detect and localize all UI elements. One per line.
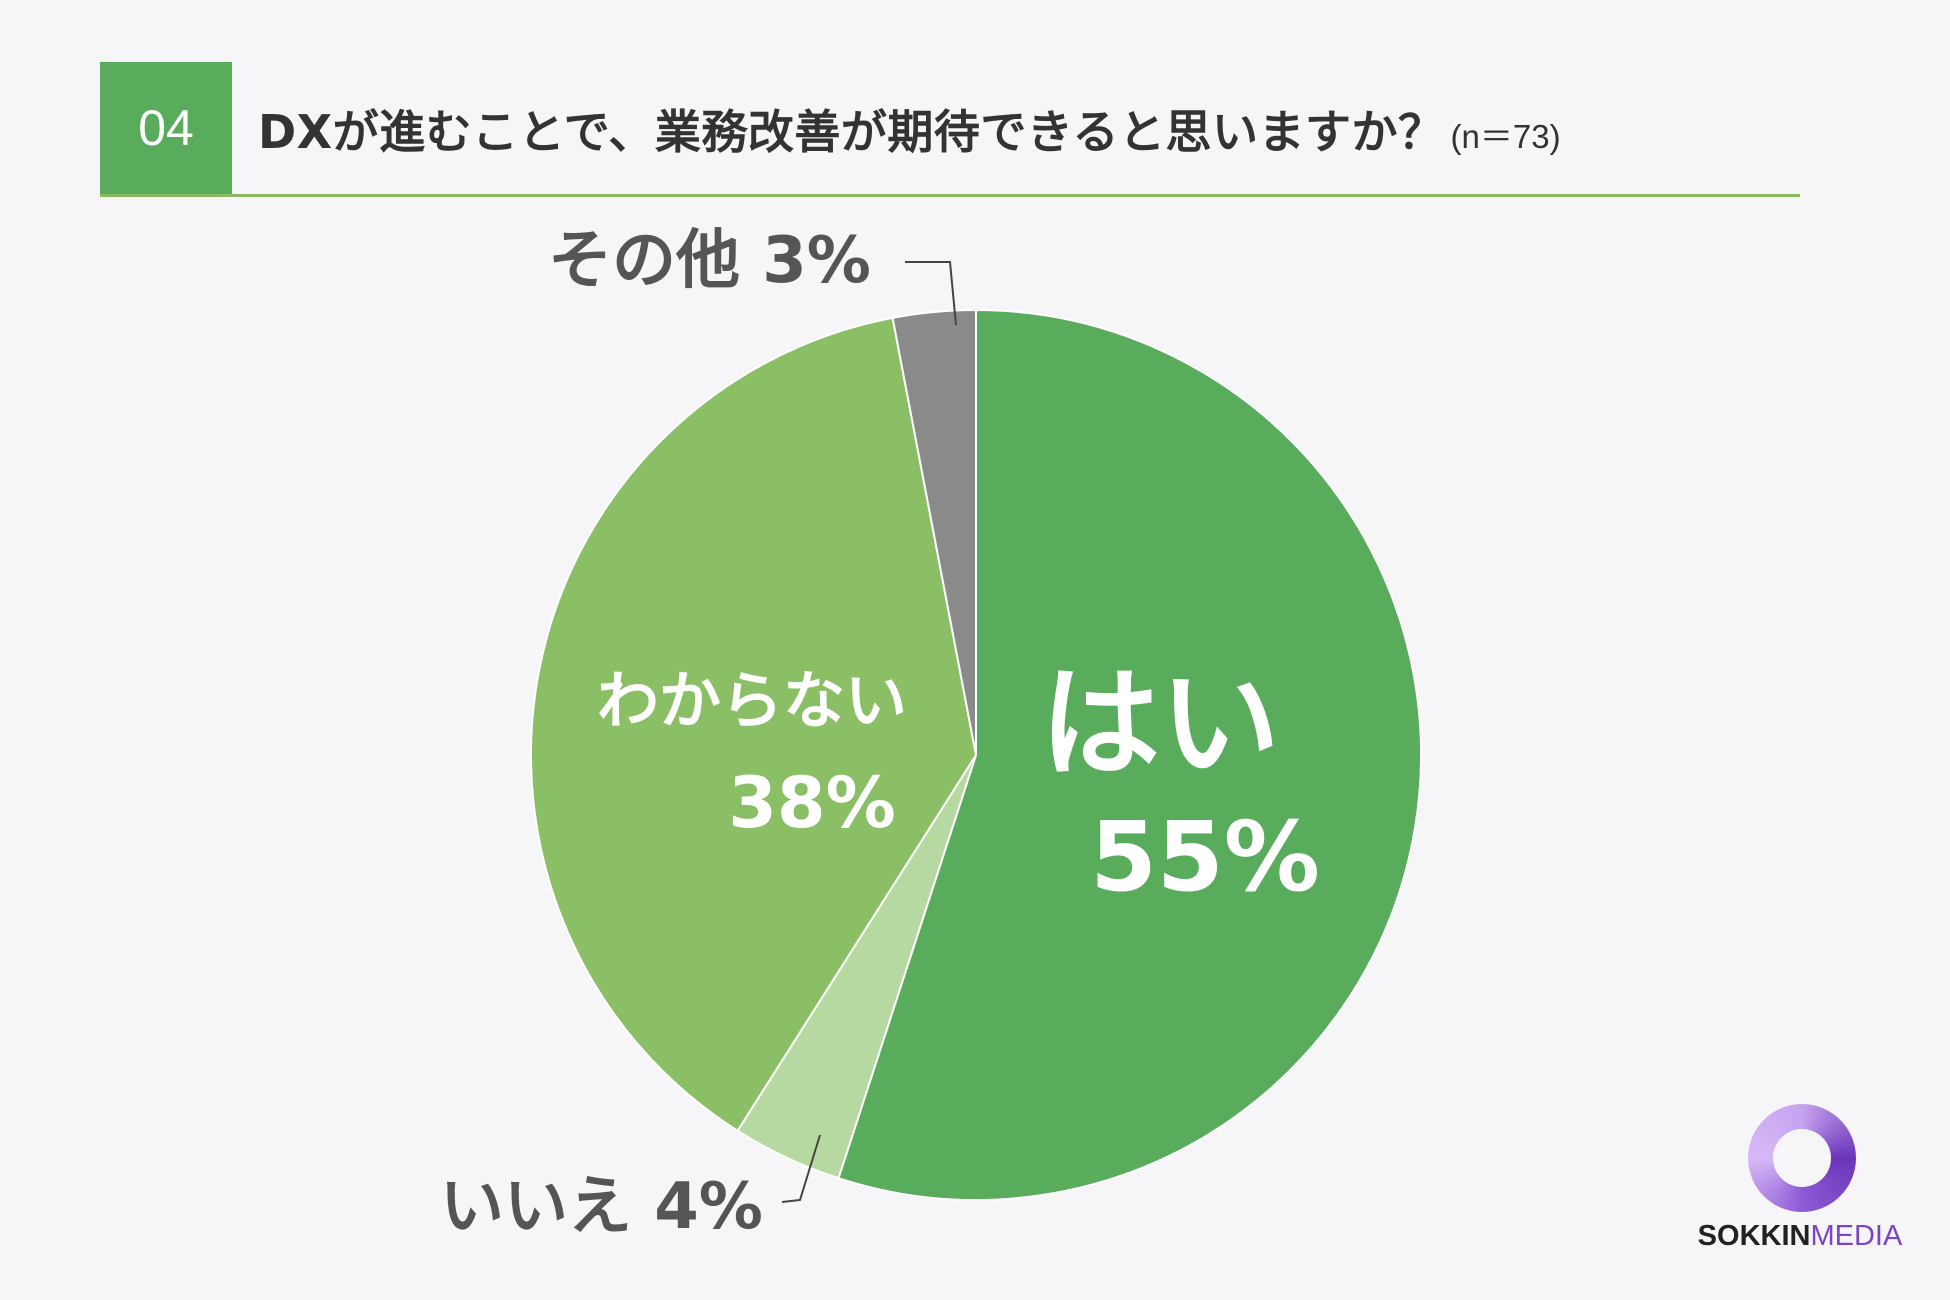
slice-label-2: わからない [597, 664, 907, 737]
slice-value-0: 55% [1090, 801, 1320, 913]
slice-2 [530, 316, 978, 1133]
slice-3 [891, 308, 977, 756]
sokkin-media-logo: SOKKINMEDIA [1690, 1100, 1910, 1260]
page-title: DXが進むことで、業務改善が期待できると思いますか？ (n＝73) [258, 96, 1561, 160]
question-number-badge: 04 [100, 62, 232, 194]
leader-line-3 [905, 261, 957, 326]
slice-0 [837, 308, 1422, 1201]
leader-line-1 [781, 1134, 821, 1203]
header: 04 DXが進むことで、業務改善が期待できると思いますか？ (n＝73) [100, 62, 1800, 197]
slice-label-1: いいえ 4% [440, 1170, 763, 1244]
sample-size: (n＝73) [1450, 118, 1561, 155]
logo-text: SOKKINMEDIA [1697, 1220, 1903, 1252]
question-title: DXが進むことで、業務改善が期待できると思いますか？ [258, 105, 1445, 159]
logo-ring-icon [1748, 1104, 1856, 1212]
slice-value-2: 38% [728, 762, 896, 844]
slice-label-3: その他 3% [548, 224, 871, 298]
slice-label-0: はい [1040, 655, 1280, 794]
